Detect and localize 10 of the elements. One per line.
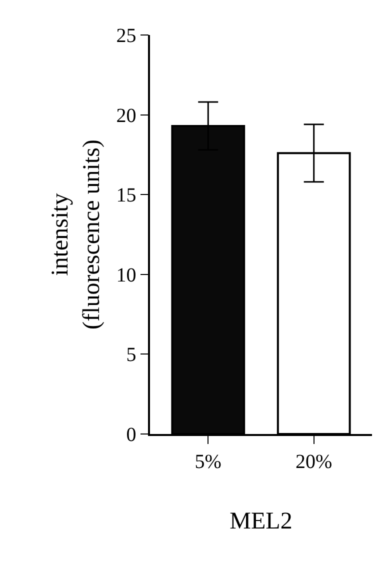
x-tick-label: 5% [194, 450, 222, 473]
x-tick-label: 20% [296, 450, 332, 473]
y-tick-label: 10 [116, 264, 136, 286]
x-axis-title: MEL2 [230, 508, 292, 535]
y-tick-label: 0 [126, 424, 136, 446]
y-tick-label: 15 [116, 184, 136, 207]
y-axis-title: intensity (fluorescence units) [48, 140, 105, 330]
y-tick-label: 20 [116, 104, 136, 127]
y-tick-label: 5 [126, 344, 136, 366]
y-tick-label: 25 [116, 25, 136, 47]
